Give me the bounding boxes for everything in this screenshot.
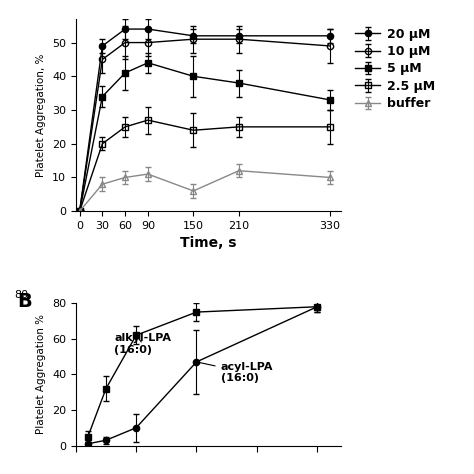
Y-axis label: Platelet Aggregation, %: Platelet Aggregation, % bbox=[36, 54, 46, 177]
Text: acyl-LPA
(16:0): acyl-LPA (16:0) bbox=[199, 362, 273, 383]
X-axis label: Time, s: Time, s bbox=[180, 237, 237, 250]
Text: B: B bbox=[18, 292, 32, 311]
Y-axis label: Platelet Aggregation %: Platelet Aggregation % bbox=[36, 314, 46, 434]
Legend: 20 μM, 10 μM, 5 μM, 2.5 μM, buffer: 20 μM, 10 μM, 5 μM, 2.5 μM, buffer bbox=[353, 25, 437, 113]
Text: alkyl-LPA
(16:0): alkyl-LPA (16:0) bbox=[114, 333, 172, 355]
Text: 80: 80 bbox=[14, 291, 28, 301]
